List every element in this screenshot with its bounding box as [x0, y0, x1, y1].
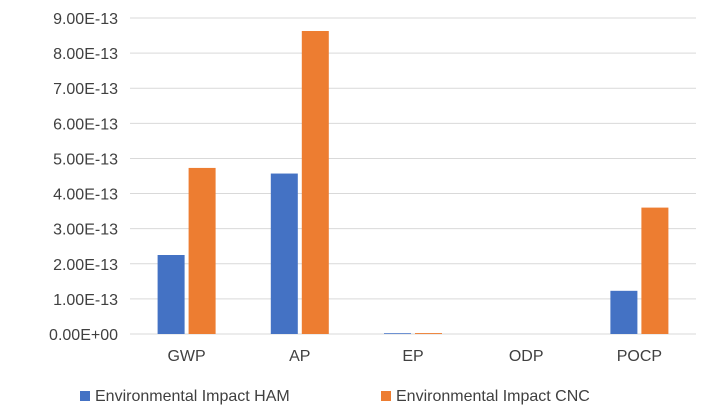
y-tick-label: 9.00E-13: [53, 11, 118, 28]
x-category-label: ODP: [509, 348, 544, 365]
legend-swatch: [80, 391, 90, 401]
legend-label: Environmental Impact CNC: [396, 388, 590, 405]
x-category-label: GWP: [167, 348, 205, 365]
y-tick-label: 2.00E-13: [53, 257, 118, 274]
y-tick-label: 7.00E-13: [53, 81, 118, 98]
x-axis-categories: GWP AP EP ODP POCP: [167, 348, 662, 365]
x-category-label: AP: [289, 348, 310, 365]
legend-swatch: [381, 391, 391, 401]
bar-ap-series-2: [301, 30, 329, 334]
x-category-label: POCP: [617, 348, 662, 365]
y-tick-label: 8.00E-13: [53, 46, 118, 63]
y-axis-ticks: 0.00E+00 1.00E-13 2.00E-13 3.00E-13 4.00E-13…: [49, 11, 118, 344]
bar-ep-series-2: [415, 333, 442, 334]
bar-gwp-series-2: [188, 167, 216, 334]
legend: Environmental Impact HAM Environmental Im…: [80, 388, 590, 405]
y-tick-label: 5.00E-13: [53, 151, 118, 168]
legend-label: Environmental Impact HAM: [95, 388, 290, 405]
bar-pocp-series-1: [610, 290, 638, 334]
bar-ep-series-1: [384, 333, 411, 334]
y-tick-label: 3.00E-13: [53, 222, 118, 239]
y-tick-label: 0.00E+00: [49, 327, 118, 344]
bar-pocp-series-2: [641, 207, 669, 334]
bar-gwp-series-1: [157, 255, 185, 334]
y-tick-label: 6.00E-13: [53, 116, 118, 133]
gridlines: [130, 17, 696, 335]
y-tick-label: 1.00E-13: [53, 292, 118, 309]
y-tick-label: 4.00E-13: [53, 187, 118, 204]
bar-ap-series-1: [270, 173, 298, 334]
bars: [157, 30, 669, 334]
x-category-label: EP: [402, 348, 423, 365]
